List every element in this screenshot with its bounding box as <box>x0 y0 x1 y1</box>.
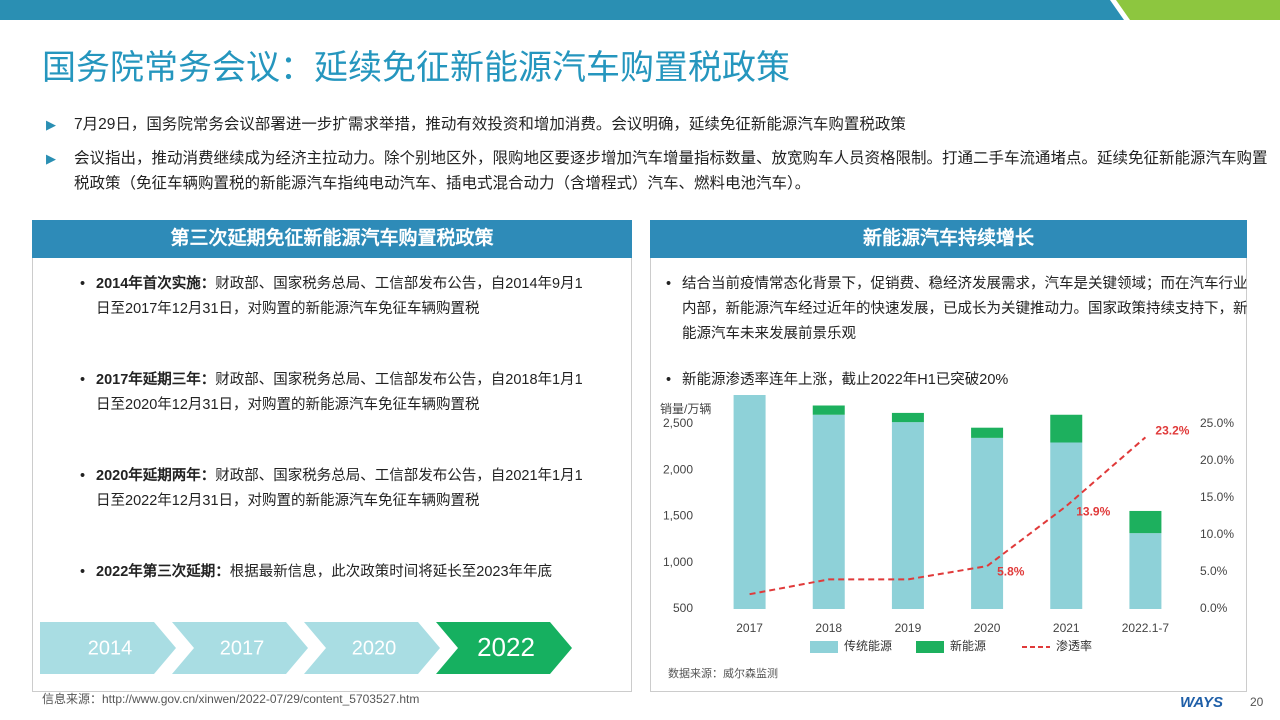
chevron <box>304 622 440 674</box>
item: 2017年延期三年：财政部、国家税务总局、工信部发布公告，自2018年1月1日至… <box>76 368 596 418</box>
bullet: 新能源渗透率连年上涨，截止2022年H1已突破20% <box>662 368 1252 393</box>
bar <box>971 437 1004 609</box>
x-tick-label: 2019 <box>895 621 922 635</box>
x-tick-label: 2022.1-7 <box>1122 621 1170 635</box>
item-text: 2014年首次实施： <box>96 276 216 292</box>
item-text: 财政部、国家税务总局、工信部发布公告，自2014年9月1日至2017年12月31… <box>96 276 583 317</box>
bar <box>891 412 924 423</box>
y2-tick-label: 20.0% <box>1200 453 1234 467</box>
timeline-label: 2017 <box>220 637 265 659</box>
bullet: 会议指出，推动消费继续成为经济主拉动力。除个别地区外，限购地区要逐步增加汽车增量… <box>46 146 1274 196</box>
bar <box>1129 510 1162 534</box>
bullet: 7月29日，国务院常务会议部署进一步扩需求举措，推动有效投资和增加消费。会议明确… <box>46 112 1274 137</box>
y-tick-label: 2,500 <box>663 416 693 430</box>
y-axis-label: 销量/万辆 <box>660 402 711 416</box>
panel-title: 新能源汽车持续增长 <box>650 220 1247 258</box>
x-tick-label: 2020 <box>974 621 1001 635</box>
timeline-label: 2022 <box>477 632 535 662</box>
item: 2020年延期两年：财政部、国家税务总局、工信部发布公告，自2021年1月1日至… <box>76 464 596 514</box>
y2-tick-label: 25.0% <box>1200 416 1234 430</box>
item: 2014年首次实施：财政部、国家税务总局、工信部发布公告，自2014年9月1日至… <box>76 272 596 322</box>
y2-tick-label: 0.0% <box>1200 601 1228 615</box>
y2-tick-label: 5.0% <box>1200 564 1228 578</box>
logo: WAYS <box>1180 694 1224 711</box>
panel-title: 第三次延期免征新能源汽车购置税政策 <box>32 220 632 258</box>
legend-label: 新能源 <box>950 638 986 653</box>
bar <box>812 414 845 609</box>
chevron <box>40 622 176 674</box>
y-tick-label: 500 <box>673 601 693 615</box>
title: 国务院常务会议：延续免征新能源汽车购置税政策 <box>42 49 790 87</box>
page-number: 20 <box>1250 695 1264 709</box>
bar <box>1050 442 1083 609</box>
bar <box>891 422 924 609</box>
x-tick-label: 2018 <box>815 621 842 635</box>
x-tick-label: 2017 <box>736 621 763 635</box>
chevron <box>436 622 572 674</box>
data-label: 5.8% <box>997 564 1025 578</box>
data-label: 13.9% <box>1076 504 1110 518</box>
chart: 销量/万辆 500 1,000 1,500 2,000 2,500 0.0% 5.0% 10.0… <box>660 395 1234 680</box>
bar <box>971 427 1004 438</box>
x-tick-label: 2021 <box>1053 621 1080 635</box>
item-text: 2022年第三次延期： <box>96 564 230 580</box>
item-text: 2020年延期两年： <box>96 468 216 484</box>
chart-source: 数据来源：威尔森监测 <box>668 666 778 680</box>
data-label: 23.2% <box>1155 423 1189 437</box>
y2-tick-label: 10.0% <box>1200 527 1234 541</box>
footer-source: 信息来源：http://www.gov.cn/xinwen/2022-07/29… <box>42 692 420 706</box>
y-tick-label: 2,000 <box>663 462 693 476</box>
item: 2022年第三次延期：根据最新信息，此次政策时间将延长至2023年年底 <box>76 560 596 585</box>
item-text: 财政部、国家税务总局、工信部发布公告，自2021年1月1日至2022年12月31… <box>96 468 583 509</box>
y-tick-label: 1,000 <box>663 555 693 569</box>
legend-swatch <box>810 641 838 653</box>
y-tick-label: 1,500 <box>663 509 693 523</box>
item-text: 根据最新信息，此次政策时间将延长至2023年年底 <box>229 564 553 580</box>
y2-tick-label: 15.0% <box>1200 490 1234 504</box>
legend-label: 渗透率 <box>1056 638 1092 653</box>
chevron <box>172 622 308 674</box>
bullet: 结合当前疫情常态化背景下，促销费、稳经济发展需求，汽车是关键领域；而在汽车行业内… <box>662 272 1252 347</box>
bar <box>733 395 766 609</box>
item-text: 财政部、国家税务总局、工信部发布公告，自2018年1月1日至2020年12月31… <box>96 372 583 413</box>
legend-swatch <box>916 641 944 653</box>
item-text: 2017年延期三年： <box>96 372 216 388</box>
timeline-label: 2020 <box>352 637 397 659</box>
bar <box>812 405 845 415</box>
legend-label: 传统能源 <box>844 638 892 653</box>
bar <box>1129 533 1162 609</box>
top-bar <box>0 0 1280 20</box>
timeline: 2014 2017 2020 2022 <box>40 622 572 674</box>
bar <box>1050 414 1083 443</box>
timeline-label: 2014 <box>88 637 133 659</box>
